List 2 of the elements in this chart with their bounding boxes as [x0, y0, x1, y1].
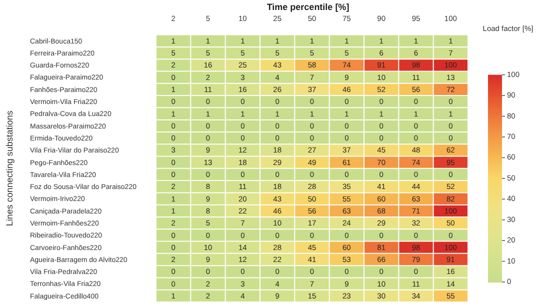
y-axis-title: Lines connecting substations	[4, 110, 14, 226]
chart-title: Time percentile [%]	[266, 2, 350, 12]
